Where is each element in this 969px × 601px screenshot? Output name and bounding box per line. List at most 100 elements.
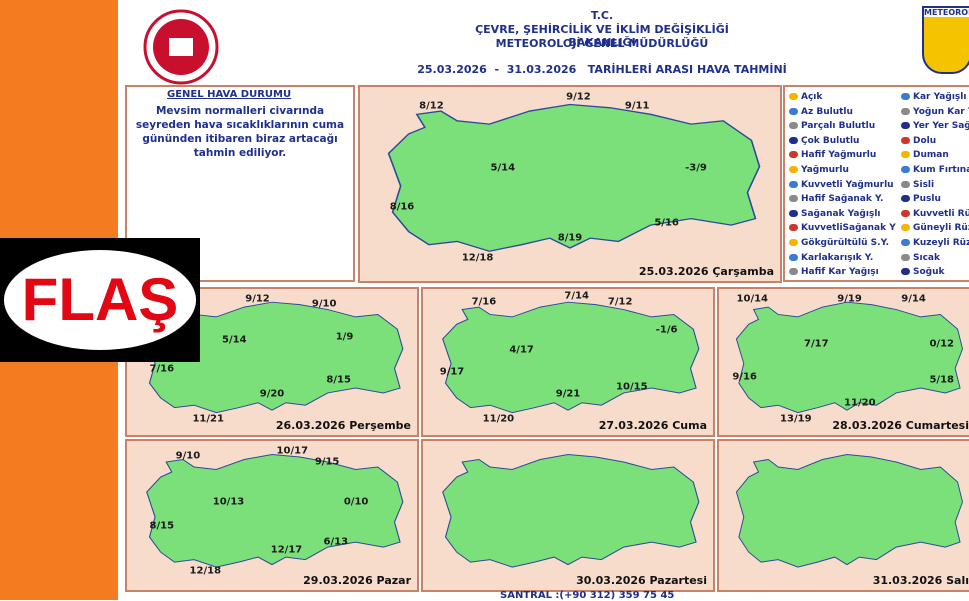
- legend-label: Az Bulutlu: [801, 106, 853, 117]
- temperature: 0/10: [343, 496, 369, 508]
- forecast-map: 30.03.2026 Pazartesi: [421, 439, 715, 592]
- map-shape: [442, 453, 700, 568]
- temperature: 9/16: [732, 371, 757, 383]
- legend-icon: [789, 209, 798, 217]
- temperature: 12/18: [461, 252, 494, 264]
- temperature: 9/20: [259, 388, 285, 400]
- legend-item: Yoğun Kar Yağışı: [901, 107, 969, 117]
- legend-icon: [901, 122, 910, 130]
- forecast-map: 31.03.2026 Salı: [717, 439, 969, 592]
- legend-item: Kar Yağışlı: [901, 92, 966, 102]
- temperature: 9/10: [311, 298, 337, 310]
- map-date: 29.03.2026 Pazar: [303, 574, 411, 587]
- legend-item: Duman: [901, 150, 949, 160]
- temperature: 1/9: [335, 331, 354, 343]
- temperature: 5/16: [654, 217, 679, 229]
- logo-text: METEOROLOJİ: [924, 8, 969, 17]
- legend-label: Sıcak: [913, 252, 940, 263]
- forecast-map: 7/16 7/14 7/12 -1/6 4/17 9/17 10/15 9/21 11/20 27…: [421, 287, 715, 437]
- legend-icon: [789, 93, 798, 100]
- legend-label: Hafif Kar Yağışı: [801, 267, 879, 278]
- temperature: 12/18: [189, 565, 222, 577]
- legend-item: Az Bulutlu: [789, 107, 853, 117]
- legend-item: Karlakarışık Y.: [789, 253, 873, 263]
- legend-item: Gökgürültülü S.Y.: [789, 238, 889, 248]
- temperature: 9/10: [175, 450, 201, 462]
- legend-label: Açık: [801, 92, 823, 102]
- temperature: 11/20: [844, 397, 876, 409]
- map-shape: [442, 301, 700, 414]
- legend-item: KuvvetliSağanak Y: [789, 223, 896, 233]
- legend-label: Parçalı Bulutlu: [801, 121, 876, 132]
- temperature: 8/15: [326, 374, 351, 386]
- legend-label: Sağanak Yağışlı: [801, 208, 881, 219]
- legend-icon: [789, 151, 798, 159]
- temperature: 8/19: [557, 232, 583, 244]
- legend-item: Hafif Sağanak Y.: [789, 194, 883, 204]
- summary-title: GENEL HAVA DURUMU: [167, 89, 292, 100]
- temperature: -3/9: [685, 162, 707, 174]
- legend-icon: [901, 107, 910, 115]
- map-date: 27.03.2026 Cuma: [598, 419, 707, 432]
- legend-item: Yer Yer Sağanak: [901, 121, 969, 131]
- legend-icon: [901, 268, 910, 276]
- legend-item: Sisli: [901, 180, 934, 190]
- legend-item: Sıcak: [901, 253, 940, 263]
- legend-icon: [789, 136, 798, 144]
- temperature: 9/14: [901, 293, 926, 305]
- temperature: 11/21: [192, 413, 224, 425]
- temperature: 5/18: [929, 374, 954, 386]
- legend-icon: [901, 209, 910, 217]
- legend-label: Hafif Sağanak Y.: [801, 194, 884, 205]
- legend-icon: [789, 253, 798, 261]
- summary-box: GENEL HAVA DURUMU Mevsim normalleri civa…: [125, 85, 355, 282]
- legend-item: Açık: [789, 92, 822, 102]
- legend-label: Gökgürültülü S.Y.: [801, 238, 890, 248]
- legend-icon: [789, 239, 798, 246]
- temperature: 11/20: [482, 413, 515, 425]
- legend-item: Kuvvetli Yağmurlu: [789, 180, 894, 190]
- legend-item: Güneyli Rüzgar: [901, 223, 969, 233]
- temperature: 9/19: [837, 293, 862, 305]
- map-shape: [735, 301, 964, 414]
- map-date: 25.03.2026 Çarşamba: [638, 265, 774, 278]
- forecast-map: 10/14 9/19 9/14 7/17 0/12 9/16 5/18 11/20 13/19 2…: [717, 287, 969, 437]
- legend-icon: [901, 180, 910, 188]
- legend-label: Sisli: [913, 179, 935, 190]
- temperature: -1/6: [655, 324, 678, 336]
- temperature: 9/11: [624, 100, 650, 112]
- header-line: METEOROLOJİ GENEL MÜDÜRLÜĞÜ: [495, 37, 709, 50]
- legend-icon: [789, 195, 798, 203]
- legend: Açık Az Bulutlu Parçalı Bulutlu Çok Bulutlu…: [783, 85, 969, 282]
- legend-icon: [789, 268, 798, 276]
- subtitle: 25.03.2026 - 31.03.2026 TARİHLERİ ARASI …: [417, 63, 787, 76]
- ministry-logo: [143, 9, 219, 85]
- legend-icon: [789, 180, 798, 188]
- legend-label: Kuvvetli Yağmurlu: [801, 179, 894, 190]
- legend-label: Puslu: [913, 194, 941, 205]
- legend-label: Karlakarışık Y.: [801, 252, 874, 263]
- legend-icon: [901, 239, 910, 246]
- legend-item: Çok Bulutlu: [789, 136, 859, 146]
- summary-text: Mevsim normalleri civarında seyreden hav…: [135, 105, 345, 159]
- map-date: 26.03.2026 Perşembe: [275, 419, 411, 432]
- temperature: 8/16: [389, 201, 415, 213]
- legend-label: Kuvvetli Rüzgar: [913, 208, 969, 219]
- legend-icon: [901, 93, 910, 100]
- legend-icon: [901, 224, 910, 232]
- temperature: 8/12: [419, 100, 444, 112]
- map-shape: [387, 103, 761, 252]
- header-line: T.C.: [590, 9, 614, 22]
- temperature: 7/16: [149, 363, 175, 375]
- legend-label: Kum Fırtınası: [913, 165, 969, 175]
- legend-icon: [789, 107, 798, 115]
- legend-item: Hafif Yağmurlu: [789, 150, 876, 160]
- legend-label: Güneyli Rüzgar: [913, 223, 969, 234]
- map-shape: [735, 453, 964, 568]
- flash-text: FLAŞ: [4, 250, 196, 350]
- legend-icon: [789, 122, 798, 130]
- meteorology-logo: METEOROLOJİ: [922, 6, 969, 74]
- legend-label: KuvvetliSağanak Y: [801, 223, 896, 234]
- forecast-map: 9/10 10/17 9/15 10/13 0/10 8/15 12/17 6/13 12/18…: [125, 439, 419, 592]
- legend-icon: [901, 136, 910, 144]
